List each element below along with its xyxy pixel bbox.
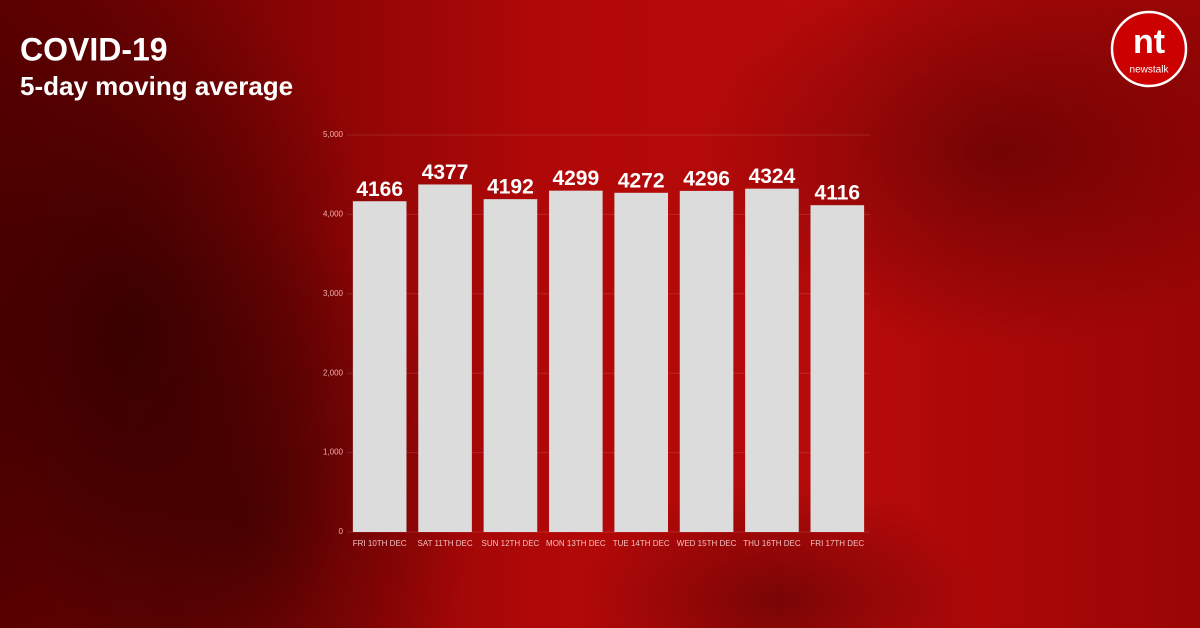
y-tick-label: 2,000 <box>323 368 344 377</box>
data-label: 4192 <box>487 176 534 199</box>
x-tick-label: MON 13TH DEC <box>546 539 606 548</box>
logo-name: newstalk <box>1130 65 1170 76</box>
y-tick-label: 3,000 <box>323 289 344 298</box>
bar <box>549 190 603 532</box>
logo-circle <box>1110 10 1188 88</box>
data-label: 4166 <box>356 178 403 201</box>
y-tick-label: 0 <box>339 527 344 536</box>
x-tick-label: THU 16TH DEC <box>743 539 801 548</box>
y-tick-label: 4,000 <box>323 210 344 219</box>
bar <box>810 205 865 532</box>
x-tick-label: SAT 11TH DEC <box>418 539 473 548</box>
x-tick-label: TUE 14TH DEC <box>613 539 670 548</box>
bar <box>418 184 472 533</box>
x-tick-label: SUN 12TH DEC <box>482 539 540 548</box>
logo: nt newstalk <box>1110 10 1188 88</box>
data-label: 4324 <box>749 165 796 188</box>
x-tick-label: FRI 10TH DEC <box>353 539 407 548</box>
bar <box>483 199 538 532</box>
bar <box>745 188 799 533</box>
logo-mark: nt <box>1133 23 1165 61</box>
bar <box>679 190 734 533</box>
bar <box>352 201 407 532</box>
data-label: 4272 <box>618 169 665 192</box>
data-label: 4377 <box>422 161 469 184</box>
data-label: 4116 <box>815 182 861 205</box>
chart-subtitle: 5-day moving average <box>20 71 293 101</box>
y-tick-label: 1,000 <box>323 448 344 457</box>
data-label: 4296 <box>683 167 730 190</box>
x-tick-label: WED 15TH DEC <box>677 539 737 548</box>
chart-title: COVID-19 <box>20 31 168 67</box>
y-tick-label: 5,000 <box>323 130 344 139</box>
x-tick-label: FRI 17TH DEC <box>810 539 864 548</box>
data-label: 4299 <box>552 167 599 190</box>
bar <box>614 192 668 532</box>
